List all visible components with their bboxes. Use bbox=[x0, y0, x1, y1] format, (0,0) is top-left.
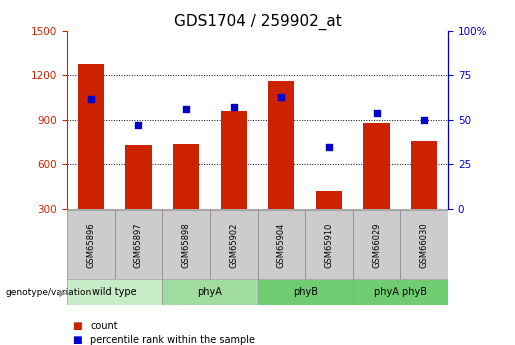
Text: percentile rank within the sample: percentile rank within the sample bbox=[90, 335, 255, 345]
Bar bbox=[305, 210, 353, 279]
Bar bbox=[220, 111, 247, 209]
Bar bbox=[78, 63, 104, 209]
Bar bbox=[67, 210, 115, 279]
Point bbox=[134, 122, 143, 128]
Point bbox=[277, 94, 285, 100]
Text: phyB: phyB bbox=[293, 287, 318, 297]
Point bbox=[182, 107, 190, 112]
Text: GSM65910: GSM65910 bbox=[324, 222, 333, 268]
Bar bbox=[353, 279, 448, 305]
Text: ▶: ▶ bbox=[59, 287, 67, 297]
Bar bbox=[173, 144, 199, 209]
Text: phyA: phyA bbox=[197, 287, 222, 297]
Bar bbox=[258, 279, 353, 305]
Bar bbox=[114, 210, 162, 279]
Point bbox=[87, 96, 95, 101]
Text: count: count bbox=[90, 321, 118, 331]
Text: GSM65897: GSM65897 bbox=[134, 222, 143, 268]
Text: phyA phyB: phyA phyB bbox=[374, 287, 427, 297]
Title: GDS1704 / 259902_at: GDS1704 / 259902_at bbox=[174, 13, 341, 30]
Text: GSM65902: GSM65902 bbox=[229, 222, 238, 268]
Text: GSM65904: GSM65904 bbox=[277, 222, 286, 268]
Bar bbox=[268, 81, 295, 209]
Text: GSM66029: GSM66029 bbox=[372, 222, 381, 268]
Bar bbox=[353, 210, 401, 279]
Text: ■: ■ bbox=[72, 321, 82, 331]
Text: ■: ■ bbox=[72, 335, 82, 345]
Text: wild type: wild type bbox=[92, 287, 137, 297]
Bar bbox=[125, 145, 151, 209]
Point bbox=[420, 117, 428, 122]
Bar bbox=[162, 210, 210, 279]
Point bbox=[230, 105, 238, 110]
Bar bbox=[210, 210, 258, 279]
Bar bbox=[316, 191, 342, 209]
Bar bbox=[411, 141, 437, 209]
Bar bbox=[364, 123, 390, 209]
Bar bbox=[401, 210, 448, 279]
Point bbox=[372, 110, 381, 116]
Bar bbox=[162, 279, 258, 305]
Bar bbox=[258, 210, 305, 279]
Text: GSM65898: GSM65898 bbox=[182, 222, 191, 268]
Bar bbox=[67, 279, 162, 305]
Text: GSM66030: GSM66030 bbox=[420, 222, 428, 268]
Text: genotype/variation: genotype/variation bbox=[5, 288, 91, 297]
Point bbox=[325, 144, 333, 149]
Text: GSM65896: GSM65896 bbox=[87, 222, 95, 268]
